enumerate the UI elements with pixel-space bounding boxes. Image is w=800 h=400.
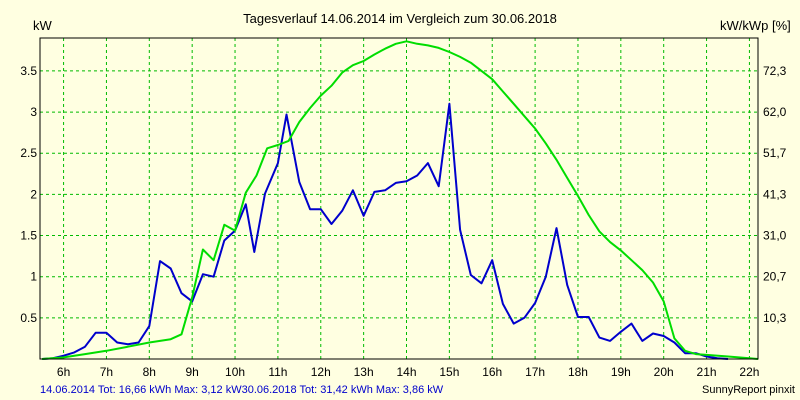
x-tick-label: 8h: [143, 365, 156, 379]
x-tick-label: 7h: [100, 365, 113, 379]
series-group: [42, 40, 759, 360]
x-tick-label: 15h: [439, 365, 459, 379]
legend-2018-text: 30.06.2018 Tot: 31,42 kWh Max: 3,86 kW: [242, 384, 444, 396]
y-tick-label: 1.5: [20, 229, 37, 243]
x-tick-label: 14h: [396, 365, 416, 379]
y-right-tick-label: 10,3: [763, 311, 787, 325]
y-tick-label: 2: [30, 187, 37, 201]
x-tick-label: 12h: [311, 365, 331, 379]
y-right-tick-label: 41,3: [763, 187, 787, 201]
y-axis-right-ticks: 10,3 20,7 31,0 41,3 51,7 62,0 72,3: [763, 64, 787, 325]
plot-area: [40, 38, 758, 359]
x-tick-label: 6h: [57, 365, 70, 379]
x-tick-label: 22h: [739, 365, 759, 379]
x-tick-label: 20h: [654, 365, 674, 379]
legend-2014-text: 14.06.2014 Tot: 16,66 kWh Max: 3,12 kW: [40, 384, 242, 396]
x-tick-label: 17h: [525, 365, 545, 379]
credit-text: SunnyReport pinxit: [702, 384, 795, 396]
plot-frame: [39, 37, 759, 360]
legend-2014: 14.06.2014 Tot: 16,66 kWh Max: 3,12 kW30…: [40, 384, 444, 396]
x-tick-label: 16h: [482, 365, 502, 379]
y-tick-label: 2.5: [20, 146, 37, 160]
x-tick-label: 13h: [354, 365, 374, 379]
x-tick-label: 10h: [225, 365, 245, 379]
y-right-tick-label: 20,7: [763, 270, 787, 284]
x-tick-label: 9h: [185, 365, 198, 379]
y-tick-label: 3.5: [20, 64, 37, 78]
y-right-tick-label: 72,3: [763, 64, 787, 78]
y-right-tick-label: 31,0: [763, 229, 787, 243]
y-axis-left-label: kW: [33, 18, 53, 33]
x-tick-label: 18h: [568, 365, 588, 379]
y-tick-label: 3: [30, 105, 37, 119]
chart-title: Tagesverlauf 14.06.2014 im Vergleich zum…: [243, 11, 557, 26]
x-axis-ticks: 6h 7h 8h 9h 10h 11h 12h 13h 14h 15h 16h 17h 18h 19h 20…: [57, 365, 760, 379]
y-axis-right-label: kW/kWp [%]: [720, 18, 791, 33]
y-right-tick-label: 51,7: [763, 146, 787, 160]
y-tick-label: 0.5: [20, 311, 37, 325]
y-right-tick-label: 62,0: [763, 105, 787, 119]
series-line-2018: [42, 40, 759, 360]
series-line-2014: [42, 102, 729, 360]
y-tick-label: 1: [30, 270, 37, 284]
x-tick-label: 11h: [268, 365, 287, 379]
y-axis-ticks: 0.5 1 1.5 2 2.5 3 3.5: [20, 64, 37, 325]
x-tick-label: 19h: [611, 365, 631, 379]
x-tick-label: 21h: [697, 365, 717, 379]
